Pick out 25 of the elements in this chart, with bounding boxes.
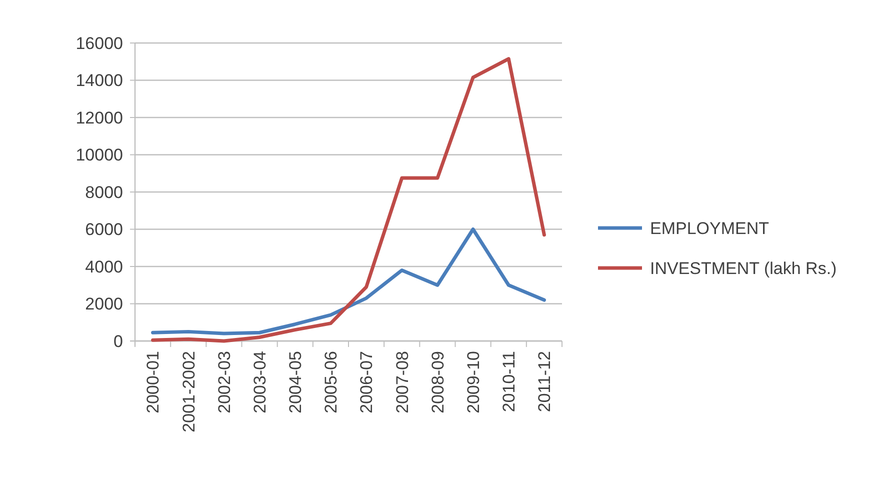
y-tick-label: 10000 [76, 146, 123, 165]
legend-label: INVESTMENT (lakh Rs.) [650, 258, 837, 278]
y-tick-label: 16000 [76, 34, 123, 53]
x-tick-label: 2009-10 [464, 351, 483, 414]
y-tick-label: 4000 [85, 257, 123, 276]
x-tick-label: 2003-04 [250, 351, 270, 414]
x-tick-label: 2011-12 [535, 351, 554, 412]
x-tick-label: 2001-2002 [179, 351, 198, 432]
x-tick-label: 2004-05 [286, 351, 306, 414]
y-tick-label: 6000 [85, 220, 123, 240]
line-series [151, 57, 546, 343]
y-tick-label: 2000 [85, 294, 123, 314]
x-tick-label: 2006-07 [357, 351, 376, 414]
x-tick-label: 2000-01 [144, 351, 163, 414]
x-tick-label: 2010-11 [500, 351, 519, 412]
x-tick-label: 2007-08 [392, 351, 412, 414]
y-tick-label: 8000 [85, 182, 123, 202]
legend-label: EMPLOYMENT [650, 218, 770, 238]
y-tick-label: 14000 [76, 71, 123, 90]
y-tick-label: 0 [114, 332, 123, 351]
y-tick-label: 12000 [76, 108, 123, 128]
x-tick-label: 2008-09 [428, 351, 448, 414]
x-tick-label: 2002-03 [214, 351, 234, 414]
x-tick-label: 2005-06 [322, 351, 341, 414]
line-series [151, 228, 546, 336]
